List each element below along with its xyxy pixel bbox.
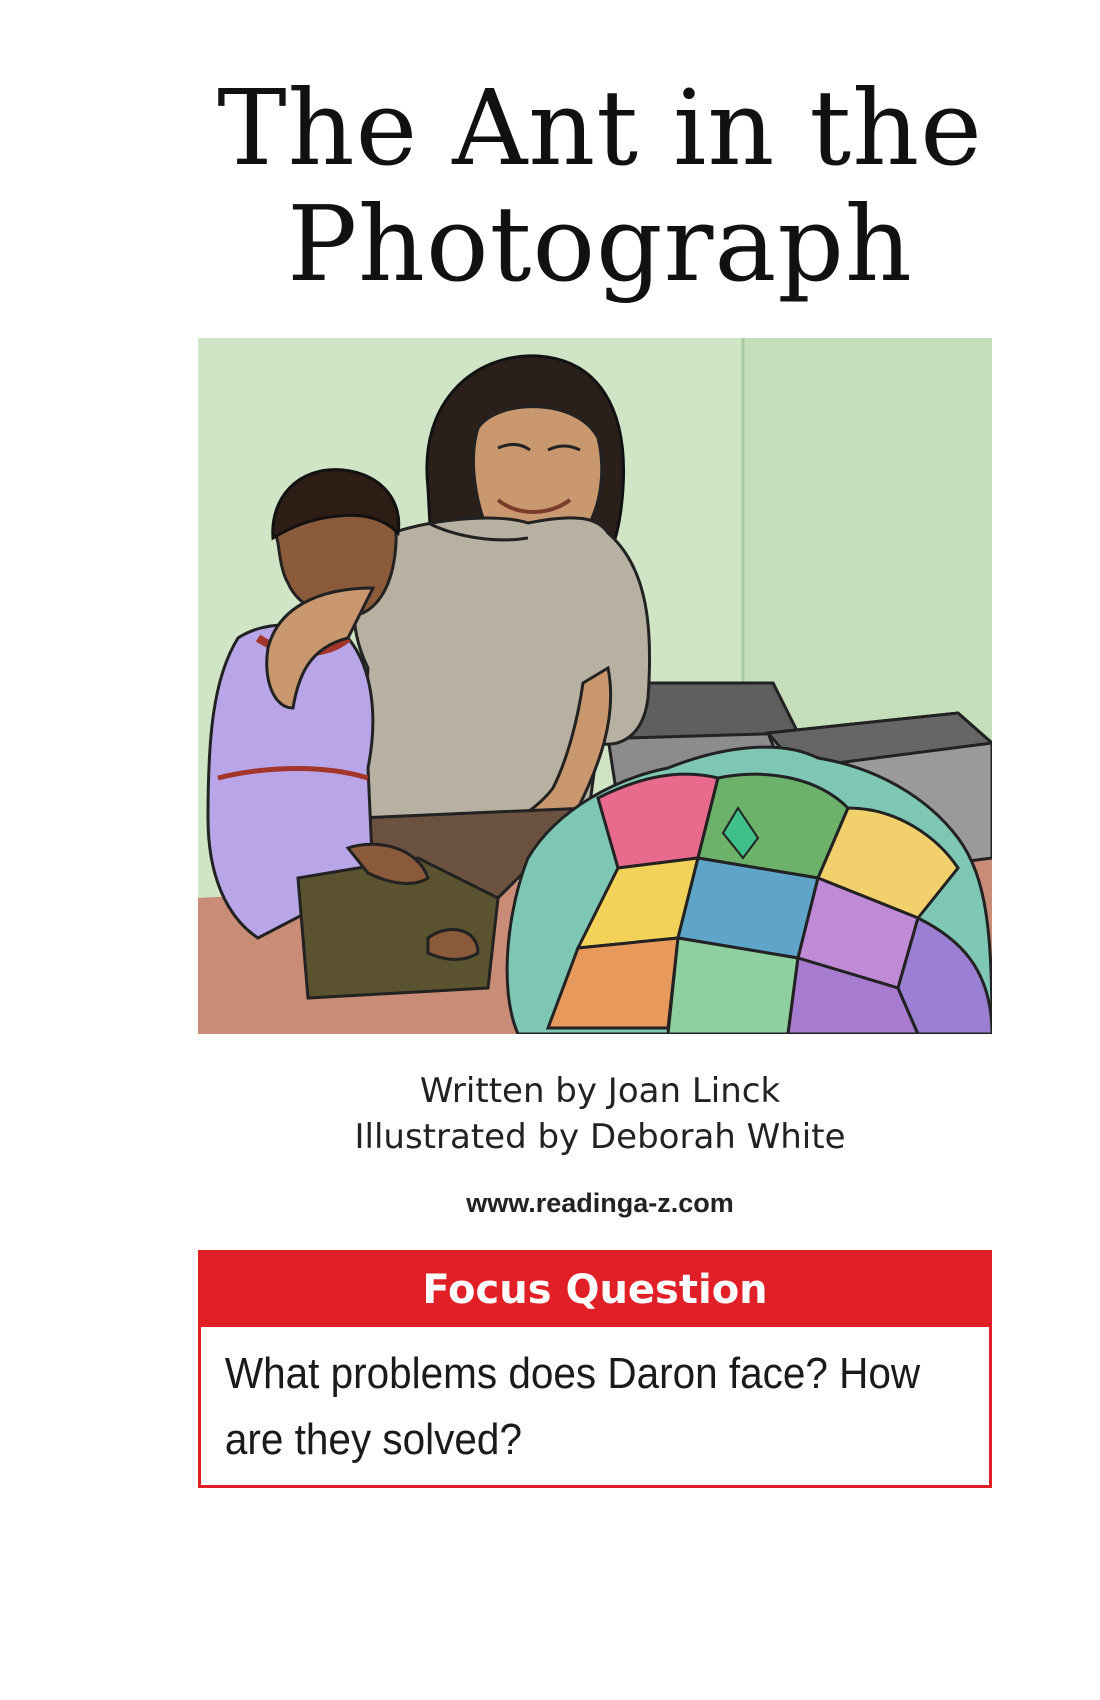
illustrator-credit: Illustrated by Deborah White <box>354 1117 846 1157</box>
book-title-line-1: The Ant in the <box>217 67 983 189</box>
focus-question-header: Focus Question <box>201 1253 989 1327</box>
book-title: The Ant in the Photograph <box>150 70 1050 302</box>
book-title-line-2: Photograph <box>287 183 913 305</box>
credits: Written by Joan Linck Illustrated by Deb… <box>150 1068 1050 1160</box>
cover-illustration <box>198 338 992 1034</box>
website-url: www.readinga-z.com <box>466 1188 734 1218</box>
focus-question-text: What problems does Daron face? How are t… <box>224 1349 921 1464</box>
focus-question-box: Focus Question What problems does Daron … <box>198 1250 992 1488</box>
author-credit: Written by Joan Linck <box>419 1071 781 1111</box>
